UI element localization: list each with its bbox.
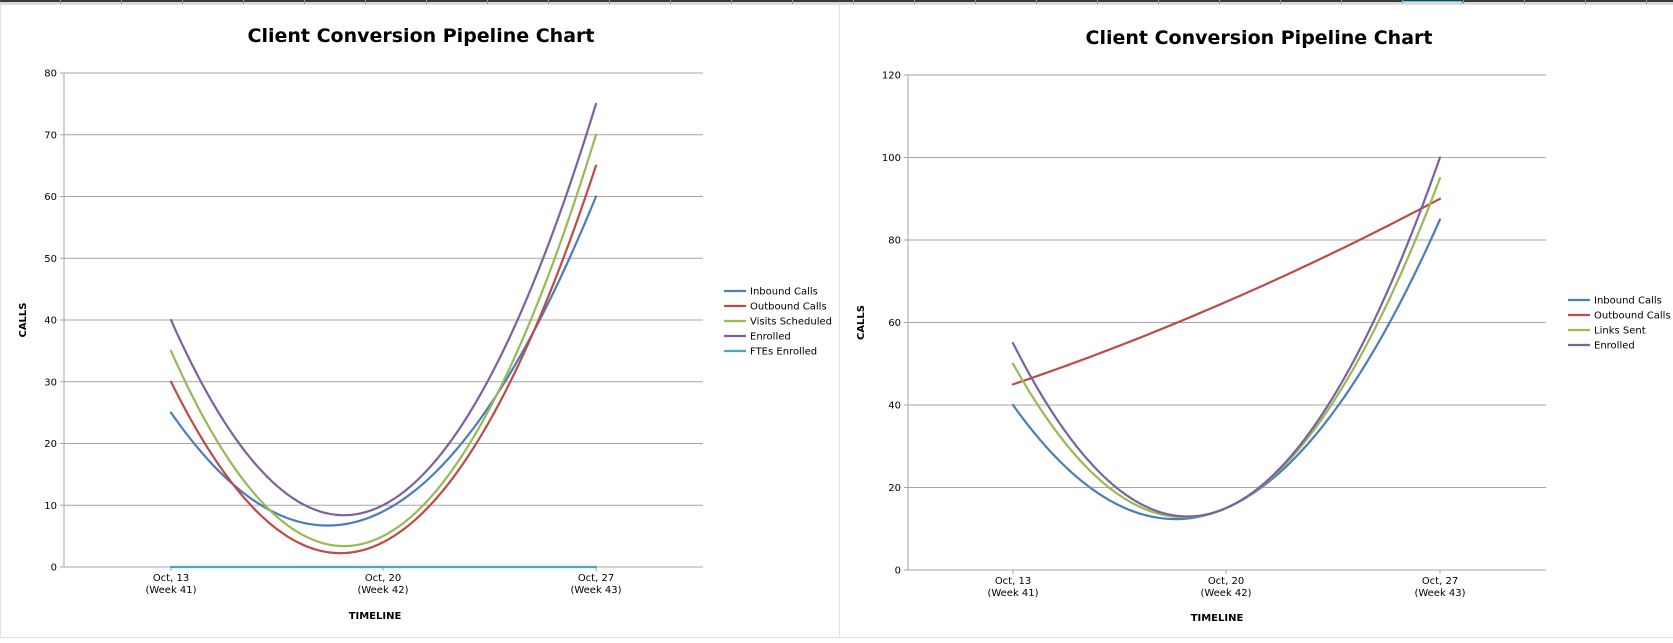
legend-label-enrolled: Enrolled xyxy=(750,332,791,343)
column-separator xyxy=(1524,0,1525,4)
legend-label-enrolled: Enrolled xyxy=(1594,341,1635,352)
series-line-inbound-calls xyxy=(1011,218,1442,521)
chart-title: Client Conversion Pipeline Chart xyxy=(1086,27,1433,49)
x-tick-label-week: (Week 41) xyxy=(145,585,196,596)
column-separator xyxy=(1463,0,1464,4)
column-separator xyxy=(670,0,671,4)
chart-left-svg: Client Conversion Pipeline Chart 0 10 20 30 4… xyxy=(18,25,832,622)
spreadsheet-column-header-strip xyxy=(0,0,1673,4)
y-tick-label: 0 xyxy=(51,563,57,574)
y-tick-label: 120 xyxy=(882,71,901,82)
series-line-inbound-calls xyxy=(169,195,598,527)
series-line-outbound-calls xyxy=(169,164,598,555)
series-line-enrolled xyxy=(1011,156,1442,518)
x-tick-label-date: Oct, 20 xyxy=(365,573,401,584)
column-separator xyxy=(1646,0,1647,4)
y-tick-label: 70 xyxy=(44,130,57,141)
y-axis-title: CALLS xyxy=(18,302,29,337)
x-axis-title: TIMELINE xyxy=(349,611,402,622)
y-tick-label: 60 xyxy=(44,192,57,203)
y-tick-label: 50 xyxy=(44,254,57,265)
x-tick-label-date: Oct, 13 xyxy=(153,573,189,584)
column-separator xyxy=(853,0,854,4)
column-separator xyxy=(1219,0,1220,4)
y-tick-label: 20 xyxy=(44,439,57,450)
column-separator xyxy=(1280,0,1281,4)
column-separator xyxy=(1585,0,1586,4)
column-separator xyxy=(426,0,427,4)
column-separator xyxy=(548,0,549,4)
x-axis-title: TIMELINE xyxy=(1191,613,1244,624)
y-tick-label: 0 xyxy=(895,566,901,577)
x-tick-label-week: (Week 43) xyxy=(1414,588,1465,599)
chart-panel-left[interactable]: Client Conversion Pipeline Chart 0 10 20 30 4… xyxy=(0,4,840,638)
x-tick-label-week: (Week 43) xyxy=(570,585,621,596)
x-tick-label-week: (Week 42) xyxy=(1200,588,1251,599)
column-separator xyxy=(792,0,793,4)
series-line-visits-scheduled xyxy=(169,133,598,548)
legend-label-outbound-calls: Outbound Calls xyxy=(750,302,827,313)
y-tick-label: 80 xyxy=(44,69,57,80)
y-tick-label: 40 xyxy=(44,316,57,327)
column-separator xyxy=(975,0,976,4)
legend-label-visits-scheduled: Visits Scheduled xyxy=(750,317,832,328)
column-separator xyxy=(914,0,915,4)
y-tick-label: 10 xyxy=(44,501,57,512)
legend-label-inbound-calls: Inbound Calls xyxy=(750,287,818,298)
column-separator xyxy=(60,0,61,4)
column-separator xyxy=(182,0,183,4)
column-separator xyxy=(1158,0,1159,4)
chart-panel-right[interactable]: Client Conversion Pipeline Chart 0 20 40 60 8… xyxy=(839,4,1673,638)
column-separator xyxy=(731,0,732,4)
chart-right-svg: Client Conversion Pipeline Chart 0 20 40 60 8… xyxy=(856,27,1671,624)
x-tick-label-date: Oct, 20 xyxy=(1208,576,1244,587)
y-tick-label: 60 xyxy=(888,318,901,329)
legend-label-inbound-calls: Inbound Calls xyxy=(1594,296,1662,307)
y-tick-label: 80 xyxy=(888,236,901,247)
y-axis-title: CALLS xyxy=(856,305,867,340)
x-tick-label-date: Oct, 13 xyxy=(995,576,1031,587)
window-top-border xyxy=(0,0,1673,2)
column-separator xyxy=(365,0,366,4)
y-tick-label: 40 xyxy=(888,401,901,412)
legend-label-ftes-enrolled: FTEs Enrolled xyxy=(750,347,817,358)
x-tick-label-date: Oct, 27 xyxy=(1422,576,1458,587)
x-tick-label-week: (Week 42) xyxy=(357,585,408,596)
series-line-enrolled xyxy=(169,102,598,517)
x-tick-label-week: (Week 41) xyxy=(987,588,1038,599)
x-tick-label-date: Oct, 27 xyxy=(578,573,614,584)
legend-label-links-sent: Links Sent xyxy=(1594,326,1646,337)
column-separator xyxy=(1341,0,1342,4)
column-separator xyxy=(304,0,305,4)
y-tick-label: 20 xyxy=(888,483,901,494)
column-separator xyxy=(609,0,610,4)
y-tick-label: 30 xyxy=(44,377,57,388)
column-separator xyxy=(121,0,122,4)
column-separator xyxy=(1097,0,1098,4)
column-separator xyxy=(243,0,244,4)
y-tick-label: 100 xyxy=(882,153,901,164)
legend-label-outbound-calls: Outbound Calls xyxy=(1594,311,1671,322)
column-separator xyxy=(487,0,488,4)
chart-title: Client Conversion Pipeline Chart xyxy=(248,25,595,47)
series-line-outbound-calls xyxy=(1011,197,1442,386)
column-separator xyxy=(1036,0,1037,4)
